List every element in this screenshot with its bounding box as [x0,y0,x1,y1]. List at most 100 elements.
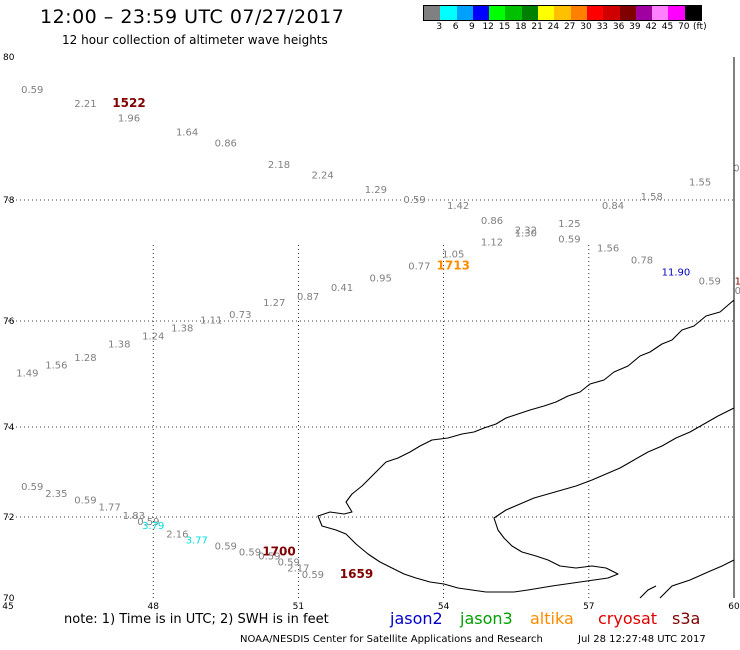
footer-note: note: 1) Time is in UTC; 2) SWH is in fe… [64,612,329,627]
color-swatch [472,6,490,20]
wave-height-label: 0.84 [602,201,624,212]
wave-height-label: 1.24 [142,332,164,343]
wave-height-label: 0.87 [297,292,319,303]
wave-height-label: 1.56 [45,361,67,372]
timestamp: Jul 28 12:27:48 UTC 2017 [578,634,706,645]
color-swatch [668,6,685,20]
wave-height-label: 1.77 [99,502,121,513]
wave-height-label: 2.32 [515,225,537,236]
color-swatch [505,6,522,20]
color-swatch [684,6,702,20]
wave-height-label: 0.59 [258,552,280,563]
wave-height-label: 0 [735,286,740,297]
wave-height-label: 0.59 [403,195,425,206]
track-time-label: 1713 [437,259,470,273]
wave-height-label: 0.78 [631,256,653,267]
wave-height-label: 0.73 [229,310,251,321]
wave-height-label: 1.28 [74,353,96,364]
color-scale-label: 39 [629,22,641,32]
wave-height-label: 0.59 [239,547,261,558]
wave-height-label: 1.55 [689,178,711,189]
wave-height-label: 1.29 [365,185,387,196]
wave-height-label: 1.38 [108,340,130,351]
wave-height-label: 0.59 [21,482,43,493]
longitude-tick-label: 48 [147,602,159,612]
longitude-tick-label: 57 [583,602,594,612]
wave-height-label: 2.18 [268,160,290,171]
color-swatch [424,6,441,20]
wave-height-label: 1.12 [481,237,503,248]
color-swatch [554,6,571,20]
page-title: 12:00 – 23:59 UTC 07/27/2017 [40,6,345,28]
wave-height-label: 2.24 [311,171,333,182]
color-scale-label: 45 [661,22,674,32]
color-scale-label: 15 [498,22,511,32]
color-scale-bar [423,5,703,21]
color-swatch [489,6,506,20]
wave-height-label: 0.41 [331,283,353,294]
latitude-tick-label: 72 [3,513,14,523]
wave-height-label: 1.96 [118,113,140,124]
wave-height-label: 1.30 [515,228,537,239]
legend-jason3: jason3 [460,609,513,628]
wave-height-label: 2.17 [287,564,309,575]
wave-height-label: 0.77 [408,262,430,273]
wave-height-label: 1.38 [171,324,193,335]
color-scale-label: 12 [482,22,494,32]
latitude-tick-label: 74 [3,423,15,433]
wave-height-label: 0.59 [302,570,324,581]
color-scale-label: 30 [580,22,592,32]
credit-text: NOAA/NESDIS Center for Satellite Applica… [240,634,543,645]
wave-height-label: 1.27 [263,298,285,309]
wave-height-label: 0 [733,163,739,174]
novaya-zemlya-coastline [317,299,735,593]
latitude-tick-label: 76 [3,317,15,327]
color-swatch [521,6,539,20]
longitude-tick-label: 60 [728,602,740,612]
mainland-coastline [639,585,657,599]
wave-height-label: 1.11 [200,316,222,327]
legend-altika: altika [530,609,574,628]
wave-height-label: 1.05 [442,249,464,260]
wave-height-label: 0.59 [74,496,96,507]
color-swatch [440,6,457,20]
legend-cryosat: cryosat [598,609,658,628]
color-scale-unit: (ft) [693,22,707,32]
wave-height-label: 1.25 [558,219,580,230]
wave-height-label: 0.86 [481,216,503,227]
wave-height-label: 1.83 [123,511,145,522]
wave-height-label: 0.59 [137,517,159,528]
latitude-tick-label: 80 [3,53,15,63]
wave-height-label: 1.56 [597,243,619,254]
wave-height-label: 0.59 [699,277,721,288]
color-scale-label: 24 [547,22,560,32]
wave-height-label: 0.59 [278,558,300,569]
wave-height-label: 0.59 [215,541,237,552]
mainland-coastline [659,559,735,599]
track-time-label: 1659 [340,567,373,581]
wave-height-label: 0.59 [21,85,43,96]
track-time-label: 1700 [262,544,295,558]
wave-height-label: 0.86 [215,138,237,149]
color-swatch [652,6,669,20]
color-swatch [603,6,620,20]
wave-height-label: 2.16 [166,529,188,540]
wave-height-label: 11.90 [662,268,691,279]
longitude-tick-label: 51 [293,602,304,612]
wave-height-label: 0.95 [370,274,392,285]
legend-s3a: s3a [672,609,701,628]
latitude-tick-label: 78 [3,196,15,206]
color-scale-label: 21 [531,22,543,32]
wave-height-label: 2.35 [45,489,67,500]
wave-height-label: 3.79 [142,521,164,532]
wave-height-label: 3.77 [186,535,208,546]
wave-height-label: 1.42 [447,201,469,212]
color-scale-label: 3 [436,22,443,32]
color-swatch [538,6,555,20]
color-scale-label: 70 [678,22,690,32]
color-swatch [456,6,473,20]
wave-height-label: 1 [735,277,740,288]
wave-height-label: 1.64 [176,128,198,139]
wave-height-label: 1.58 [641,192,663,203]
longitude-tick-label: 45 [2,602,13,612]
